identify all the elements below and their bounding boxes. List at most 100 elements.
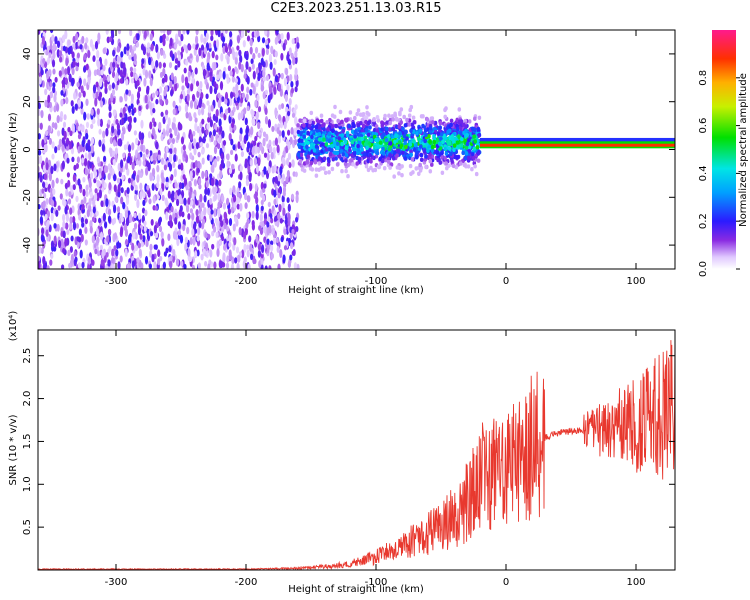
heatmap-cell <box>250 253 254 261</box>
heatmap-cell <box>54 36 58 45</box>
heatmap-cell <box>49 187 53 194</box>
heatmap-cell <box>251 110 255 116</box>
heatmap-cell <box>108 182 112 191</box>
heatmap-cell <box>107 259 111 267</box>
heatmap-cell <box>204 260 208 267</box>
heatmap-cell <box>43 173 48 181</box>
heatmap-cell <box>211 230 215 237</box>
snr-ytick-label: 0.5 <box>22 519 33 535</box>
heatmap-cell <box>179 205 183 212</box>
heatmap-cell <box>418 128 423 133</box>
heatmap-cell <box>277 83 282 92</box>
heatmap-cell <box>246 35 251 42</box>
heatmap-cell <box>278 130 282 137</box>
heatmap-cell <box>247 195 251 203</box>
heatmap-cell <box>148 70 152 79</box>
heatmap-cell <box>57 205 61 211</box>
heatmap-cell <box>374 145 378 150</box>
heatmap-cell <box>64 206 68 215</box>
heatmap-cell <box>280 103 285 109</box>
heatmap-cell <box>137 227 142 236</box>
heatmap-cell <box>163 89 167 97</box>
heatmap-cell <box>233 201 237 209</box>
heatmap-cell <box>98 167 102 174</box>
heatmap-cell <box>277 213 281 221</box>
heatmap-cell <box>345 133 350 138</box>
heatmap-cell <box>68 73 72 83</box>
heatmap-cell <box>65 222 69 230</box>
heatmap-cell <box>42 181 46 188</box>
heatmap-cell <box>445 166 449 171</box>
heatmap-cell <box>408 163 413 169</box>
heatmap-cell <box>280 236 284 243</box>
heatmap-cell <box>381 146 385 152</box>
heatmap-cell <box>81 203 85 211</box>
heatmap-cell <box>382 166 387 171</box>
heatmap-cell <box>83 111 87 121</box>
heatmap-cell <box>84 168 88 176</box>
heatmap-cell <box>272 67 276 77</box>
heatmap-cell <box>79 144 83 153</box>
heatmap-cell <box>272 146 276 156</box>
heatmap-cell <box>42 164 47 173</box>
heatmap-cell <box>90 108 94 116</box>
heatmap-cell <box>239 133 243 142</box>
heatmap-cell <box>209 249 213 258</box>
heatmap-cell <box>395 153 399 158</box>
heatmap-cell <box>222 45 226 55</box>
heatmap-cell <box>404 144 408 150</box>
heatmap-cell <box>453 154 457 159</box>
heatmap-cell <box>198 129 203 139</box>
heatmap-cell <box>185 58 189 66</box>
heatmap-cell <box>302 134 306 139</box>
heatmap-cell <box>211 163 215 174</box>
heatmap-cell <box>149 230 154 237</box>
snr-ylabel: SNR (10 * v/v) <box>8 414 19 485</box>
heatmap-cell <box>38 95 41 103</box>
heatmap-cell <box>156 164 160 173</box>
heatmap-cell <box>192 130 196 137</box>
heatmap-cell <box>259 189 263 198</box>
heatmap-cell <box>113 128 117 137</box>
heatmap-cell <box>171 121 175 130</box>
heatmap-cell <box>127 116 131 122</box>
heatmap-cell <box>193 146 197 156</box>
heatmap-cell <box>326 162 331 167</box>
heatmap-cell <box>97 180 101 187</box>
heatmap-cell <box>115 83 119 91</box>
heatmap-cell <box>128 89 132 97</box>
heatmap-cell <box>120 159 124 169</box>
heatmap-cell <box>99 231 104 241</box>
heatmap-cell <box>344 145 349 151</box>
heatmap-cell <box>396 149 401 154</box>
heatmap-cell <box>114 153 118 160</box>
heatmap-cell <box>371 149 375 154</box>
heatmap-cell <box>236 203 240 210</box>
heatmap-cell <box>260 205 264 212</box>
heatmap-cell <box>152 158 156 165</box>
heatmap-cell <box>100 258 104 267</box>
heatmap-cell <box>245 53 249 61</box>
heatmap-cell <box>324 142 329 147</box>
heatmap-cell <box>277 192 281 199</box>
heatmap-cell <box>328 151 333 157</box>
heatmap-cell <box>262 91 266 100</box>
heatmap-cell <box>46 220 50 230</box>
heatmap-cell <box>161 77 165 84</box>
heatmap-cell <box>443 156 447 161</box>
heatmap-cell <box>75 223 79 229</box>
heatmap-cell <box>61 137 65 145</box>
heatmap-cell <box>288 98 292 106</box>
heatmap-cell <box>403 129 408 134</box>
heatmap-cell <box>56 40 61 49</box>
heatmap-cell <box>127 177 132 184</box>
heatmap-cell <box>160 30 164 34</box>
heatmap-cell <box>460 136 464 142</box>
heatmap-cell <box>173 51 178 59</box>
heatmap-cell <box>205 142 210 149</box>
heatmap-cell <box>92 55 96 62</box>
heatmap-cell <box>162 261 166 269</box>
heatmap-cell <box>375 115 380 120</box>
colorbar-tick-label: 0.8 <box>698 70 709 86</box>
heatmap-cell <box>265 74 269 82</box>
